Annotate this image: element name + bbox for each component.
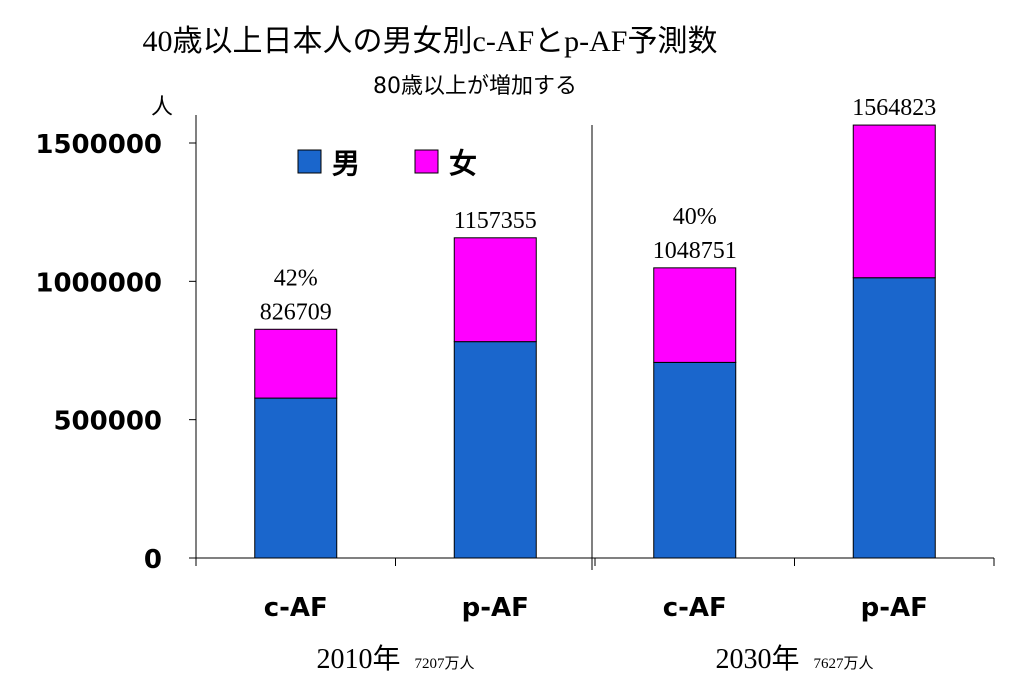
x-tick-label: c-AF <box>663 593 727 623</box>
group-population-note: 7207万人 <box>415 655 475 672</box>
y-tick-label: 500000 <box>53 407 162 437</box>
legend-swatch <box>297 149 322 174</box>
axes: 0 500000 1000000 1500000 c-AF p-AF c-AF p-AF 201… <box>35 115 995 675</box>
bar-segment <box>653 361 737 559</box>
x-tick-label: c-AF <box>264 593 328 623</box>
bars <box>254 124 936 559</box>
bar-segment <box>254 328 338 399</box>
bar-segment <box>653 267 737 363</box>
data-labels: 826709 42% 1157355 1048751 40% 1564823 <box>260 95 937 325</box>
bar-segment <box>453 237 537 343</box>
legend-label: 女 <box>449 147 477 180</box>
total-label: 1564823 <box>852 95 936 121</box>
total-label: 1157355 <box>454 208 537 234</box>
legend-swatch <box>414 149 439 174</box>
y-axis-label: 人 <box>151 95 173 120</box>
x-tick-label: p-AF <box>462 593 529 623</box>
group-label: 2010年 7207万人 <box>316 643 474 675</box>
total-label: 826709 <box>260 299 332 325</box>
chart-subtitle: 80歳以上が増加する <box>373 74 577 99</box>
legend: 男女 <box>297 147 477 180</box>
bar-segment <box>852 124 936 279</box>
group-year: 2030年 <box>715 643 799 675</box>
percent-annotation: 42% <box>274 265 318 291</box>
legend-label: 男 <box>332 147 360 180</box>
y-tick-label: 1000000 <box>35 268 162 298</box>
x-tick-label: p-AF <box>861 593 928 623</box>
percent-annotation: 40% <box>673 204 717 230</box>
group-population-note: 7627万人 <box>814 655 874 672</box>
bar-segment <box>254 397 338 559</box>
group-label: 2030年 7627万人 <box>715 643 873 675</box>
chart-title: 40歳以上日本人の男女別c-AFとp-AF予測数 <box>143 25 718 58</box>
total-label: 1048751 <box>653 238 737 264</box>
group-year: 2010年 <box>316 643 400 675</box>
bar-segment <box>852 277 936 559</box>
y-tick-label: 0 <box>144 545 162 575</box>
y-tick-label: 1500000 <box>35 130 162 160</box>
bar-segment <box>453 341 537 559</box>
